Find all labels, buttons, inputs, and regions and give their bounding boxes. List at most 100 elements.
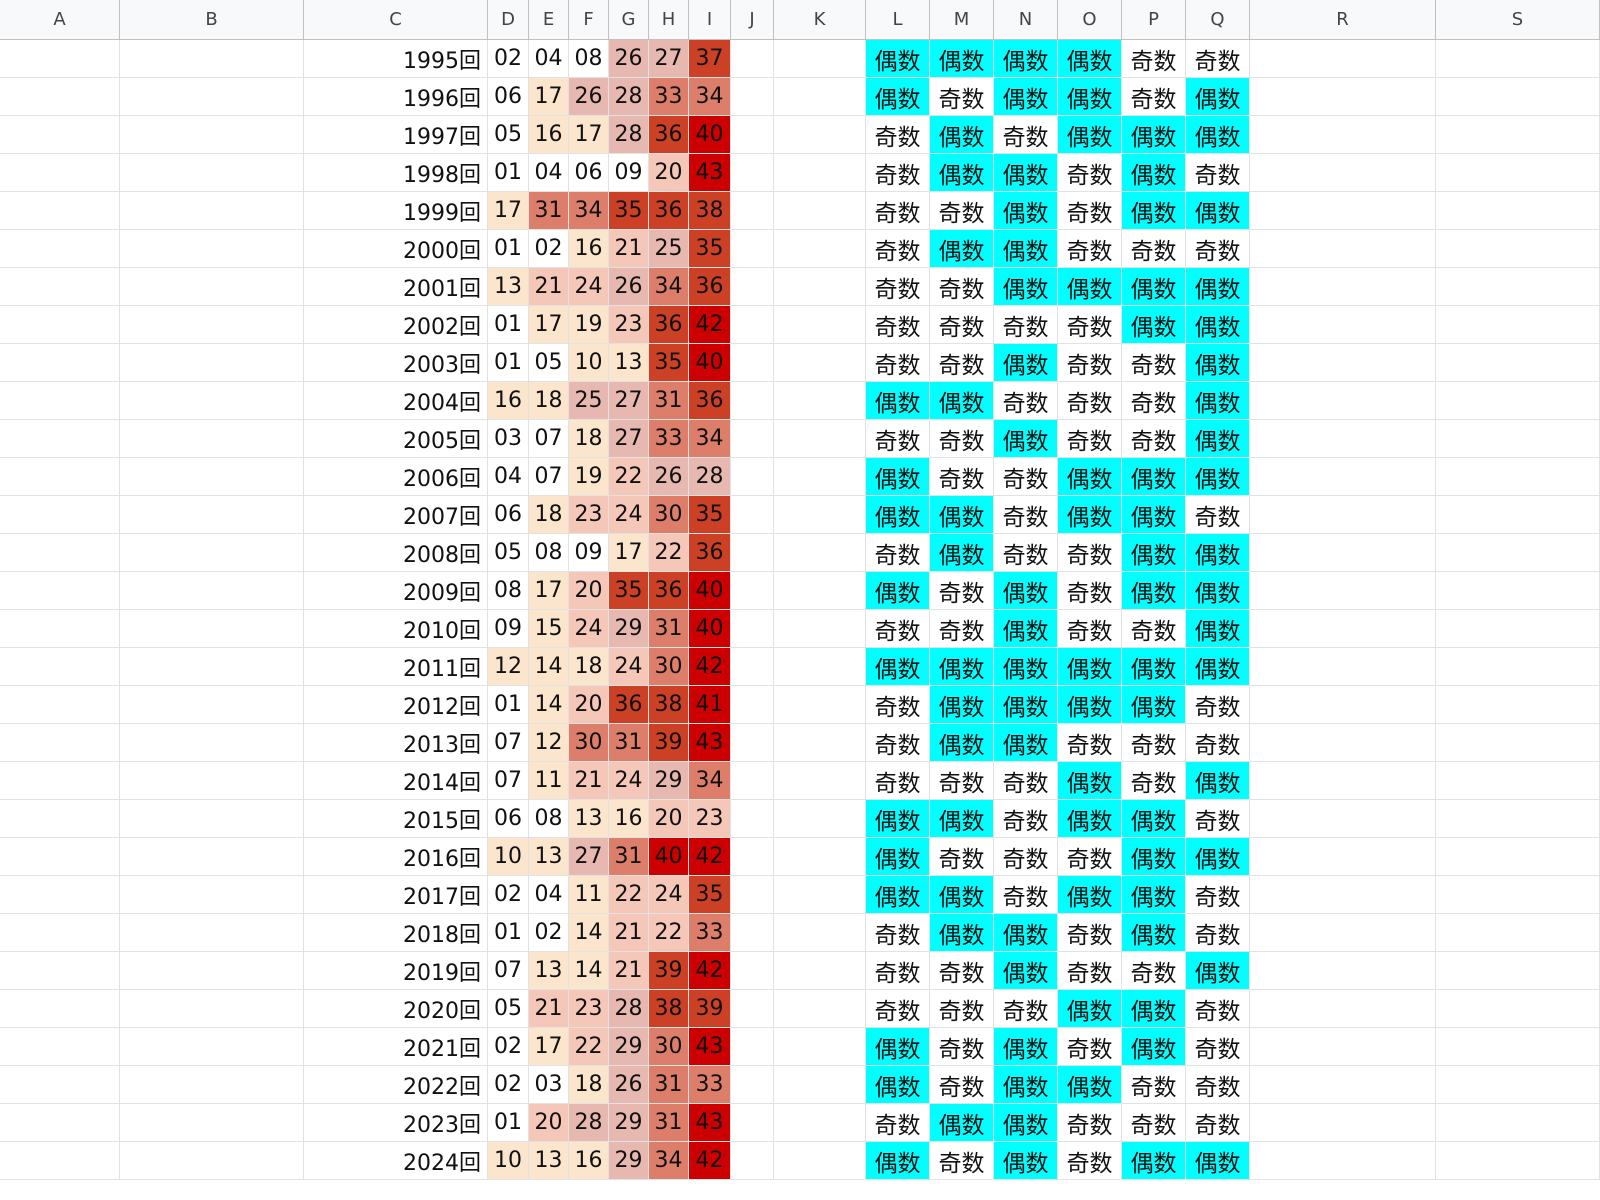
parity-cell-o[interactable]: 奇数 bbox=[1058, 572, 1122, 610]
empty-cell-k[interactable] bbox=[774, 344, 866, 382]
number-cell-h[interactable]: 31 bbox=[649, 382, 689, 420]
parity-cell-n[interactable]: 偶数 bbox=[994, 40, 1058, 78]
empty-cell-b[interactable] bbox=[120, 762, 304, 800]
number-cell-d[interactable]: 17 bbox=[488, 192, 529, 230]
empty-cell-b[interactable] bbox=[120, 1028, 304, 1066]
number-cell-i[interactable]: 42 bbox=[689, 648, 731, 686]
number-cell-e[interactable]: 04 bbox=[529, 876, 569, 914]
number-cell-i[interactable]: 36 bbox=[689, 268, 731, 306]
number-cell-i[interactable]: 34 bbox=[689, 762, 731, 800]
parity-cell-l[interactable]: 奇数 bbox=[866, 116, 930, 154]
empty-cell-r[interactable] bbox=[1250, 762, 1436, 800]
empty-cell-b[interactable] bbox=[120, 496, 304, 534]
number-cell-i[interactable]: 41 bbox=[689, 686, 731, 724]
number-cell-e[interactable]: 15 bbox=[529, 610, 569, 648]
empty-cell-s[interactable] bbox=[1436, 1104, 1600, 1142]
empty-cell-b[interactable] bbox=[120, 78, 304, 116]
empty-cell-b[interactable] bbox=[120, 420, 304, 458]
parity-cell-m[interactable]: 奇数 bbox=[930, 306, 994, 344]
empty-cell-s[interactable] bbox=[1436, 914, 1600, 952]
parity-cell-l[interactable]: 偶数 bbox=[866, 838, 930, 876]
number-cell-d[interactable]: 07 bbox=[488, 724, 529, 762]
parity-cell-q[interactable]: 偶数 bbox=[1186, 78, 1250, 116]
number-cell-g[interactable]: 28 bbox=[609, 990, 649, 1028]
number-cell-f[interactable]: 24 bbox=[569, 610, 609, 648]
parity-cell-n[interactable]: 奇数 bbox=[994, 382, 1058, 420]
number-cell-d[interactable]: 16 bbox=[488, 382, 529, 420]
number-cell-d[interactable]: 07 bbox=[488, 952, 529, 990]
empty-cell-s[interactable] bbox=[1436, 1142, 1600, 1180]
empty-cell-r[interactable] bbox=[1250, 458, 1436, 496]
number-cell-h[interactable]: 30 bbox=[649, 1028, 689, 1066]
number-cell-i[interactable]: 40 bbox=[689, 572, 731, 610]
number-cell-e[interactable]: 04 bbox=[529, 154, 569, 192]
parity-cell-o[interactable]: 奇数 bbox=[1058, 382, 1122, 420]
empty-cell-j[interactable] bbox=[731, 1142, 774, 1180]
number-cell-h[interactable]: 34 bbox=[649, 268, 689, 306]
empty-cell-r[interactable] bbox=[1250, 344, 1436, 382]
number-cell-e[interactable]: 02 bbox=[529, 914, 569, 952]
number-cell-d[interactable]: 13 bbox=[488, 268, 529, 306]
empty-cell-j[interactable] bbox=[731, 306, 774, 344]
empty-cell-a[interactable] bbox=[0, 572, 120, 610]
empty-cell-s[interactable] bbox=[1436, 762, 1600, 800]
parity-cell-o[interactable]: 偶数 bbox=[1058, 876, 1122, 914]
parity-cell-m[interactable]: 偶数 bbox=[930, 876, 994, 914]
round-cell[interactable]: 2000回 bbox=[304, 230, 488, 268]
empty-cell-b[interactable] bbox=[120, 724, 304, 762]
empty-cell-j[interactable] bbox=[731, 724, 774, 762]
empty-cell-b[interactable] bbox=[120, 40, 304, 78]
empty-cell-a[interactable] bbox=[0, 990, 120, 1028]
empty-cell-r[interactable] bbox=[1250, 610, 1436, 648]
number-cell-f[interactable]: 10 bbox=[569, 344, 609, 382]
round-cell[interactable]: 2005回 bbox=[304, 420, 488, 458]
number-cell-f[interactable]: 19 bbox=[569, 458, 609, 496]
empty-cell-j[interactable] bbox=[731, 686, 774, 724]
number-cell-e[interactable]: 11 bbox=[529, 762, 569, 800]
number-cell-g[interactable]: 29 bbox=[609, 1104, 649, 1142]
empty-cell-b[interactable] bbox=[120, 648, 304, 686]
number-cell-g[interactable]: 24 bbox=[609, 648, 649, 686]
empty-cell-b[interactable] bbox=[120, 800, 304, 838]
parity-cell-m[interactable]: 奇数 bbox=[930, 1142, 994, 1180]
empty-cell-a[interactable] bbox=[0, 40, 120, 78]
parity-cell-o[interactable]: 奇数 bbox=[1058, 1028, 1122, 1066]
column-header-i[interactable]: I bbox=[689, 0, 731, 40]
empty-cell-b[interactable] bbox=[120, 154, 304, 192]
parity-cell-m[interactable]: 奇数 bbox=[930, 610, 994, 648]
column-header-d[interactable]: D bbox=[488, 0, 529, 40]
empty-cell-r[interactable] bbox=[1250, 914, 1436, 952]
empty-cell-a[interactable] bbox=[0, 762, 120, 800]
empty-cell-b[interactable] bbox=[120, 1104, 304, 1142]
number-cell-f[interactable]: 27 bbox=[569, 838, 609, 876]
parity-cell-q[interactable]: 奇数 bbox=[1186, 686, 1250, 724]
parity-cell-o[interactable]: 奇数 bbox=[1058, 534, 1122, 572]
empty-cell-r[interactable] bbox=[1250, 952, 1436, 990]
number-cell-g[interactable]: 22 bbox=[609, 876, 649, 914]
number-cell-g[interactable]: 36 bbox=[609, 686, 649, 724]
column-header-r[interactable]: R bbox=[1250, 0, 1436, 40]
parity-cell-o[interactable]: 奇数 bbox=[1058, 154, 1122, 192]
empty-cell-k[interactable] bbox=[774, 800, 866, 838]
number-cell-g[interactable]: 22 bbox=[609, 458, 649, 496]
empty-cell-s[interactable] bbox=[1436, 990, 1600, 1028]
parity-cell-q[interactable]: 奇数 bbox=[1186, 230, 1250, 268]
empty-cell-j[interactable] bbox=[731, 458, 774, 496]
empty-cell-k[interactable] bbox=[774, 914, 866, 952]
empty-cell-a[interactable] bbox=[0, 1142, 120, 1180]
parity-cell-o[interactable]: 偶数 bbox=[1058, 648, 1122, 686]
number-cell-d[interactable]: 01 bbox=[488, 306, 529, 344]
column-header-n[interactable]: N bbox=[994, 0, 1058, 40]
parity-cell-l[interactable]: 偶数 bbox=[866, 382, 930, 420]
parity-cell-m[interactable]: 偶数 bbox=[930, 686, 994, 724]
parity-cell-q[interactable]: 奇数 bbox=[1186, 1028, 1250, 1066]
number-cell-f[interactable]: 18 bbox=[569, 648, 609, 686]
number-cell-h[interactable]: 26 bbox=[649, 458, 689, 496]
number-cell-g[interactable]: 31 bbox=[609, 838, 649, 876]
empty-cell-b[interactable] bbox=[120, 268, 304, 306]
parity-cell-q[interactable]: 奇数 bbox=[1186, 1104, 1250, 1142]
empty-cell-j[interactable] bbox=[731, 420, 774, 458]
empty-cell-a[interactable] bbox=[0, 1066, 120, 1104]
number-cell-h[interactable]: 36 bbox=[649, 306, 689, 344]
number-cell-g[interactable]: 26 bbox=[609, 268, 649, 306]
